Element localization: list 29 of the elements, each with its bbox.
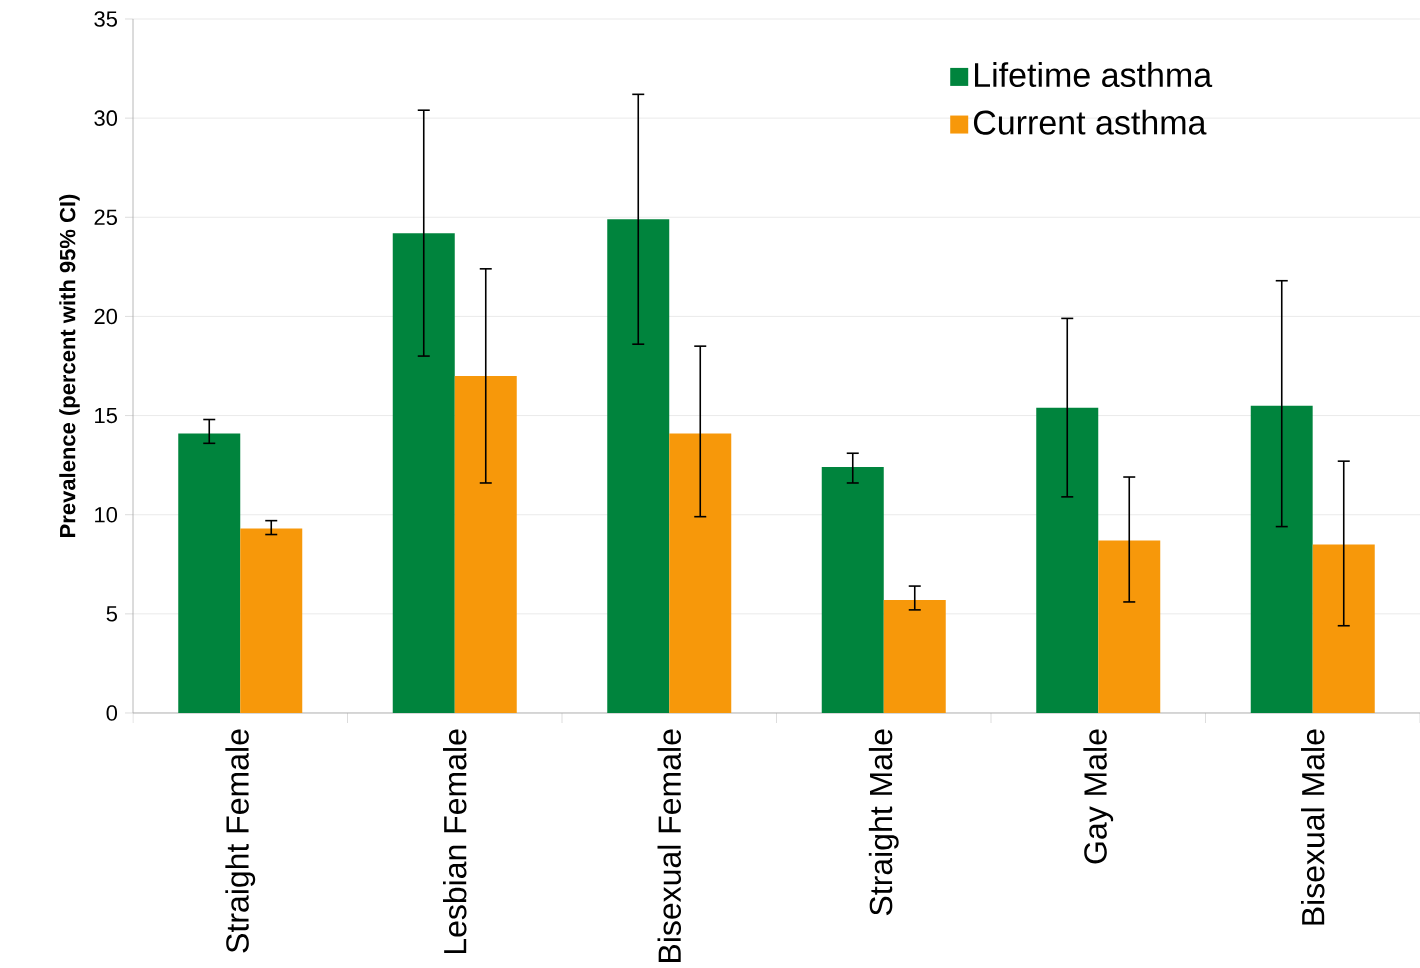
y-tick-label: 15 <box>95 407 117 424</box>
legend-label: Current asthma <box>973 109 1207 135</box>
x-tick-label: Straight Male <box>868 729 899 916</box>
bar <box>240 528 303 713</box>
y-tick-label: 25 <box>94 209 117 226</box>
bar <box>1036 407 1099 713</box>
y-tick-label: 35 <box>94 11 117 27</box>
x-tick-label: Bisexual Female <box>657 729 681 962</box>
bar <box>821 467 884 713</box>
bar <box>454 375 517 713</box>
y-tick-label: 10 <box>95 506 118 523</box>
y-tick-label: 30 <box>94 110 118 126</box>
bar <box>1250 405 1313 713</box>
bar <box>669 433 732 713</box>
y-tick-label: 0 <box>106 705 118 721</box>
legend-label: Lifetime asthma <box>975 62 1213 88</box>
bar <box>1098 540 1161 713</box>
bar <box>178 433 241 713</box>
x-tick-label: Bisexual Male <box>1301 729 1325 925</box>
bar <box>607 219 670 713</box>
x-tick-label: Lesbian Female <box>443 729 467 954</box>
bar <box>1312 544 1375 713</box>
bar <box>392 233 455 713</box>
bar <box>883 599 946 713</box>
y-tick-label: 5 <box>106 606 117 622</box>
x-tick-label: Straight Female <box>225 729 256 953</box>
y-tick-label: 20 <box>94 308 118 325</box>
x-tick-label: Gay Male <box>1083 729 1114 864</box>
y-axis-title: Prevalence (percent with 95% CI) <box>59 194 80 537</box>
